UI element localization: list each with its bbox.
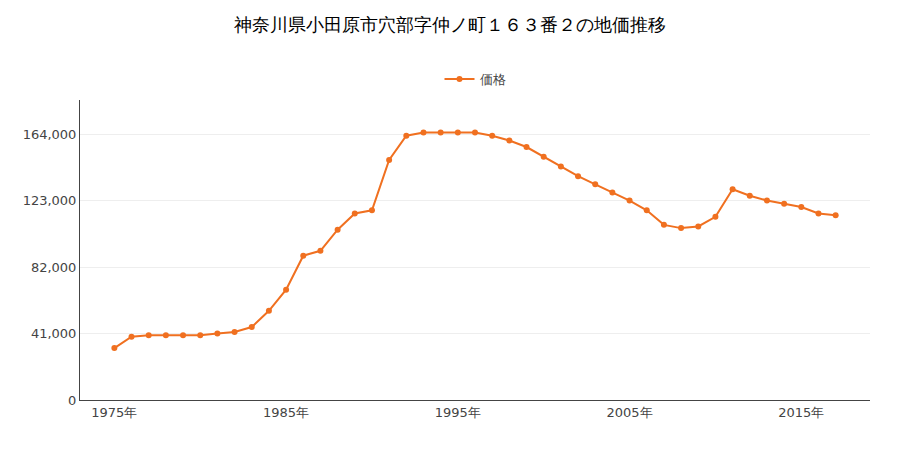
svg-text:0: 0 (68, 393, 76, 408)
svg-text:82,000: 82,000 (31, 260, 77, 275)
svg-text:1975年: 1975年 (91, 405, 137, 420)
svg-text:2015年: 2015年 (778, 405, 824, 420)
svg-text:2005年: 2005年 (607, 405, 653, 420)
svg-text:価格: 価格 (480, 72, 506, 87)
svg-text:164,000: 164,000 (23, 127, 77, 142)
svg-text:1995年: 1995年 (435, 405, 481, 420)
svg-text:123,000: 123,000 (23, 193, 77, 208)
svg-text:41,000: 41,000 (31, 326, 77, 341)
svg-text:神奈川県小田原市穴部字仲ノ町１６３番２の地価推移: 神奈川県小田原市穴部字仲ノ町１６３番２の地価推移 (234, 14, 666, 35)
svg-text:1985年: 1985年 (263, 405, 309, 420)
